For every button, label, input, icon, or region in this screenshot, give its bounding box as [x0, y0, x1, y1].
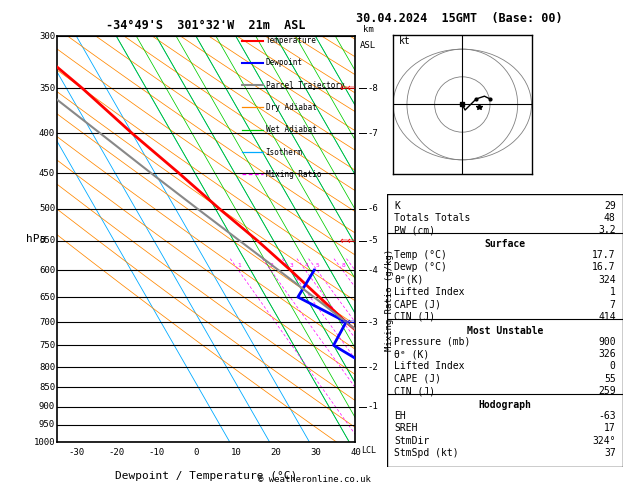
- Text: 8: 8: [342, 263, 345, 268]
- Text: -7: -7: [367, 129, 378, 138]
- Text: 550: 550: [39, 236, 55, 245]
- Text: 1: 1: [237, 263, 241, 268]
- Text: -4: -4: [367, 265, 378, 275]
- Text: 900: 900: [39, 402, 55, 411]
- Text: 17.7: 17.7: [592, 250, 616, 260]
- Text: Isotherm: Isotherm: [266, 148, 303, 156]
- Text: 500: 500: [39, 204, 55, 213]
- Text: Dewpoint / Temperature (°C): Dewpoint / Temperature (°C): [115, 470, 297, 481]
- Text: Parcel Trajectory: Parcel Trajectory: [266, 81, 345, 89]
- Text: hPa: hPa: [26, 234, 46, 244]
- Text: 950: 950: [39, 420, 55, 430]
- Text: 326: 326: [598, 349, 616, 359]
- Text: 700: 700: [39, 317, 55, 327]
- Text: -63: -63: [598, 411, 616, 421]
- Text: Mixing Ratio: Mixing Ratio: [266, 170, 321, 179]
- Text: ASL: ASL: [360, 41, 376, 51]
- Text: StmSpd (kt): StmSpd (kt): [394, 448, 459, 458]
- Text: kt: kt: [399, 35, 410, 46]
- Text: 10: 10: [230, 449, 242, 457]
- Text: -34°49'S  301°32'W  21m  ASL: -34°49'S 301°32'W 21m ASL: [106, 19, 306, 33]
- Text: 600: 600: [39, 265, 55, 275]
- Text: PW (cm): PW (cm): [394, 226, 435, 235]
- Text: -5: -5: [367, 236, 378, 245]
- Text: 5: 5: [316, 263, 320, 268]
- Text: EH: EH: [394, 411, 406, 421]
- Text: -2: -2: [367, 363, 378, 372]
- Text: km: km: [362, 25, 374, 34]
- Text: Hodograph: Hodograph: [478, 400, 532, 410]
- Text: 48: 48: [604, 213, 616, 223]
- Text: 16.7: 16.7: [592, 262, 616, 273]
- Text: 4: 4: [304, 263, 308, 268]
- Text: 17: 17: [604, 423, 616, 433]
- Text: ⇐⇐: ⇐⇐: [339, 84, 355, 93]
- Text: Most Unstable: Most Unstable: [467, 326, 543, 335]
- Text: CIN (J): CIN (J): [394, 386, 435, 396]
- Text: 400: 400: [39, 129, 55, 138]
- Text: 350: 350: [39, 84, 55, 93]
- Text: -6: -6: [367, 204, 378, 213]
- Text: CAPE (J): CAPE (J): [394, 299, 441, 310]
- Text: 30.04.2024  15GMT  (Base: 00): 30.04.2024 15GMT (Base: 00): [356, 12, 562, 25]
- Text: SREH: SREH: [394, 423, 418, 433]
- Text: Totals Totals: Totals Totals: [394, 213, 470, 223]
- Text: 900: 900: [598, 337, 616, 347]
- Text: 40: 40: [350, 449, 361, 457]
- Text: 324: 324: [598, 275, 616, 285]
- Text: CAPE (J): CAPE (J): [394, 374, 441, 384]
- Text: 3.2: 3.2: [598, 226, 616, 235]
- Text: Mixing Ratio (g/kg): Mixing Ratio (g/kg): [386, 249, 394, 351]
- Text: Temperature: Temperature: [266, 36, 316, 45]
- Text: 750: 750: [39, 341, 55, 350]
- Text: 1000: 1000: [33, 438, 55, 447]
- Text: 2: 2: [270, 263, 274, 268]
- Text: 300: 300: [39, 32, 55, 41]
- Text: Dewpoint: Dewpoint: [266, 58, 303, 68]
- Text: 30: 30: [310, 449, 321, 457]
- Text: Dry Adiabat: Dry Adiabat: [266, 103, 316, 112]
- Text: -1: -1: [367, 402, 378, 411]
- Text: -8: -8: [367, 84, 378, 93]
- Text: Dewp (°C): Dewp (°C): [394, 262, 447, 273]
- Text: Wet Adiabat: Wet Adiabat: [266, 125, 316, 134]
- Text: 0: 0: [193, 449, 199, 457]
- Text: 1: 1: [610, 287, 616, 297]
- Text: -20: -20: [108, 449, 125, 457]
- Text: © weatheronline.co.uk: © weatheronline.co.uk: [258, 474, 371, 484]
- Text: 450: 450: [39, 169, 55, 177]
- Text: 37: 37: [604, 448, 616, 458]
- Text: 20: 20: [270, 449, 281, 457]
- Text: Surface: Surface: [484, 239, 525, 249]
- Text: CIN (J): CIN (J): [394, 312, 435, 322]
- Text: K: K: [394, 201, 400, 210]
- Text: 7: 7: [610, 299, 616, 310]
- Text: Pressure (mb): Pressure (mb): [394, 337, 470, 347]
- Text: 3: 3: [289, 263, 293, 268]
- Text: StmDir: StmDir: [394, 435, 429, 446]
- Text: 800: 800: [39, 363, 55, 372]
- Text: 850: 850: [39, 383, 55, 392]
- Text: 324°: 324°: [592, 435, 616, 446]
- Text: 650: 650: [39, 293, 55, 301]
- Text: ⇐⇐: ⇐⇐: [339, 317, 355, 327]
- Text: 29: 29: [604, 201, 616, 210]
- Text: 0: 0: [610, 362, 616, 371]
- Text: θᵉ(K): θᵉ(K): [394, 275, 423, 285]
- Text: 55: 55: [604, 374, 616, 384]
- Text: ⇐⇐: ⇐⇐: [339, 236, 355, 246]
- Text: -30: -30: [69, 449, 84, 457]
- Text: Lifted Index: Lifted Index: [394, 287, 464, 297]
- Text: LCL: LCL: [361, 446, 376, 455]
- Text: -10: -10: [148, 449, 164, 457]
- Text: Lifted Index: Lifted Index: [394, 362, 464, 371]
- Text: Temp (°C): Temp (°C): [394, 250, 447, 260]
- Text: 414: 414: [598, 312, 616, 322]
- Text: 259: 259: [598, 386, 616, 396]
- Text: -3: -3: [367, 317, 378, 327]
- Text: θᵉ (K): θᵉ (K): [394, 349, 429, 359]
